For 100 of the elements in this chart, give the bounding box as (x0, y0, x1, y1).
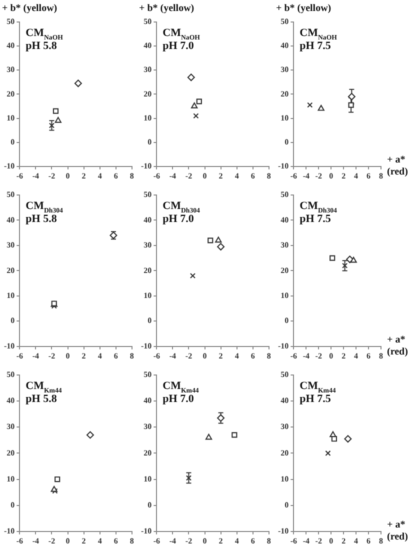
y-tick-label: 40 (144, 41, 152, 50)
x-tick-label: -4 (302, 536, 310, 546)
y-tick-label: 40 (6, 41, 15, 50)
y-tick-label: 20 (280, 266, 289, 275)
x-tick-label: -6 (153, 351, 160, 360)
x-tick-label: -6 (16, 351, 23, 360)
x-tick-label: -4 (302, 351, 310, 360)
x-tick-label: -2 (315, 536, 322, 546)
x-axis-title: + a* (red) (387, 154, 408, 178)
x-tick-label: 4 (98, 351, 102, 360)
y-tick-label: 20 (144, 266, 152, 275)
text: pH 7.5 (300, 40, 332, 52)
y-axis-title: + b* (yellow) (276, 3, 332, 14)
y-tick-label: 10 (144, 113, 152, 122)
x-tick-label: 6 (114, 351, 118, 360)
y-tick-label: -10 (4, 341, 15, 350)
x-tick-label: -2 (315, 171, 322, 180)
x-tick-label: -2 (315, 351, 322, 360)
x-tick-label: 6 (250, 536, 255, 546)
y-tick-label: 0 (148, 137, 152, 146)
text: pH 7.0 (162, 40, 194, 52)
y-tick-label: 50 (280, 370, 289, 380)
x-tick-label: -2 (48, 536, 56, 546)
text: pH 5.8 (26, 213, 58, 225)
x-tick-label: 2 (342, 171, 346, 180)
x-tick-label: -6 (290, 351, 297, 360)
y-tick-label: 0 (284, 316, 289, 326)
y-tick-label: 10 (6, 474, 15, 484)
x-tick-label: 0 (202, 351, 207, 360)
x-tick-label: -6 (16, 171, 23, 180)
y-tick-label: 30 (144, 65, 152, 74)
y-tick-label: 30 (144, 240, 152, 250)
x-tick-label: -2 (48, 351, 56, 360)
y-tick-label: 0 (284, 137, 289, 146)
y-tick-label: -10 (140, 161, 152, 170)
y-tick-label: -10 (278, 526, 289, 536)
y-tick-label: 40 (280, 41, 289, 50)
y-tick-label: 20 (280, 89, 289, 98)
x-tick-label: 0 (329, 351, 334, 360)
x-tick-label: -4 (32, 536, 40, 546)
y-tick-label: -10 (4, 161, 15, 170)
x-tick-label: -4 (302, 171, 310, 180)
x-tick-label: 2 (342, 536, 346, 546)
y-tick-label: 50 (280, 190, 289, 200)
x-tick-label: 0 (66, 351, 70, 360)
y-tick-label: 30 (6, 422, 15, 432)
x-tick-label: 8 (379, 536, 383, 546)
y-tick-label: 0 (148, 500, 152, 510)
x-tick-label: 6 (366, 536, 371, 546)
x-tick-label: 8 (379, 171, 383, 180)
x-tick-label: 4 (354, 171, 358, 180)
y-tick-label: 10 (6, 113, 15, 122)
x-tick-label: -4 (169, 351, 176, 360)
x-axis-title: + a* (red) (387, 519, 408, 542)
x-tick-label: 8 (130, 171, 134, 180)
y-tick-label: 10 (280, 113, 289, 122)
x-axis-title: + a* (red) (387, 334, 408, 358)
x-tick-label: 2 (82, 536, 86, 546)
y-tick-label: 50 (144, 190, 152, 200)
x-tick-label: 6 (250, 171, 255, 180)
x-tick-label: 8 (130, 351, 134, 360)
y-tick-label: 30 (280, 240, 289, 250)
text: pH 7.5 (300, 393, 332, 405)
x-tick-label: 2 (82, 171, 86, 180)
y-tick-label: 40 (280, 215, 289, 224)
y-tick-label: 30 (6, 65, 15, 74)
x-tick-label: 4 (234, 351, 239, 360)
text: pH 7.5 (300, 213, 332, 225)
y-tick-label: 0 (10, 137, 15, 146)
y-tick-label: -10 (278, 161, 289, 170)
y-tick-label: -10 (278, 341, 289, 350)
x-tick-label: 6 (250, 351, 255, 360)
y-tick-label: 50 (144, 17, 152, 26)
x-tick-label: 6 (366, 171, 371, 180)
x-tick-label: -2 (185, 171, 192, 180)
y-tick-label: 20 (280, 448, 289, 458)
x-tick-label: 8 (379, 351, 383, 360)
x-tick-label: -4 (169, 171, 176, 180)
y-tick-label: 0 (284, 500, 289, 510)
x-tick-label: 4 (354, 351, 358, 360)
y-tick-label: 20 (6, 89, 15, 98)
y-tick-label: 10 (144, 474, 152, 484)
y-tick-label: 0 (10, 316, 15, 326)
y-tick-label: 50 (144, 370, 152, 380)
x-tick-label: 2 (218, 536, 223, 546)
y-tick-label: 20 (144, 89, 152, 98)
y-tick-label: 10 (6, 290, 15, 300)
x-tick-label: -6 (290, 536, 297, 546)
y-tick-label: 0 (10, 500, 15, 510)
x-tick-label: -4 (32, 351, 40, 360)
y-tick-label: 40 (280, 396, 289, 406)
y-tick-label: 50 (6, 190, 15, 200)
text: pH 7.0 (162, 393, 194, 405)
x-tick-label: 4 (354, 536, 358, 546)
x-tick-label: 0 (202, 171, 207, 180)
x-tick-label: 6 (114, 171, 118, 180)
x-tick-label: 0 (202, 536, 207, 546)
y-tick-label: -10 (4, 526, 15, 536)
x-tick-label: 4 (234, 536, 239, 546)
y-tick-label: 10 (280, 290, 289, 300)
